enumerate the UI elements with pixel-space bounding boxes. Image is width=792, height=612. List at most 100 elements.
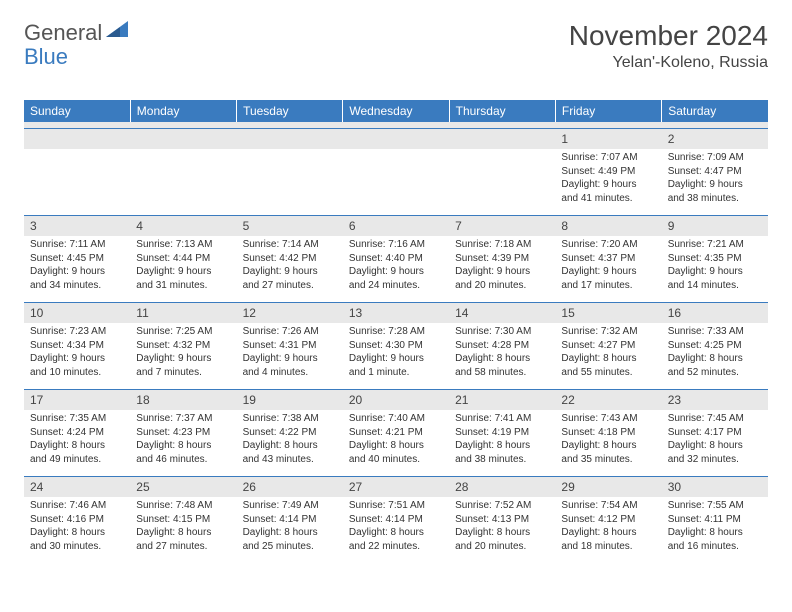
sunset-text: Sunset: 4:44 PM <box>136 252 230 266</box>
daylight-text: Daylight: 8 hours and 32 minutes. <box>668 439 762 466</box>
daylight-text: Daylight: 9 hours and 14 minutes. <box>668 265 762 292</box>
logo-triangle-icon <box>106 21 128 42</box>
sunrise-text: Sunrise: 7:33 AM <box>668 325 762 339</box>
sunset-text: Sunset: 4:35 PM <box>668 252 762 266</box>
day-number: 15 <box>555 303 661 323</box>
sunset-text: Sunset: 4:16 PM <box>30 513 124 527</box>
day-number: 29 <box>555 477 661 497</box>
sunset-text: Sunset: 4:17 PM <box>668 426 762 440</box>
sunrise-text: Sunrise: 7:49 AM <box>243 499 337 513</box>
sunset-text: Sunset: 4:37 PM <box>561 252 655 266</box>
day-number: 20 <box>343 390 449 410</box>
calendar-day-cell: 8Sunrise: 7:20 AMSunset: 4:37 PMDaylight… <box>555 216 661 303</box>
day-header: Wednesday <box>343 100 449 122</box>
day-number: 24 <box>24 477 130 497</box>
sunrise-text: Sunrise: 7:18 AM <box>455 238 549 252</box>
day-number: 6 <box>343 216 449 236</box>
day-number: 3 <box>24 216 130 236</box>
daylight-text: Daylight: 9 hours and 7 minutes. <box>136 352 230 379</box>
calendar-day-cell: 29Sunrise: 7:54 AMSunset: 4:12 PMDayligh… <box>555 477 661 564</box>
day-number: 22 <box>555 390 661 410</box>
calendar-day-cell: 15 Sunrise: 7:32 AMSunset: 4:27 PMDayligh… <box>555 303 661 390</box>
day-content: Sunrise: 7:28 AMSunset: 4:30 PMDaylight:… <box>343 323 449 381</box>
calendar-day-cell: 17Sunrise: 7:35 AMSunset: 4:24 PMDayligh… <box>24 390 130 477</box>
sunset-text: Sunset: 4:24 PM <box>30 426 124 440</box>
day-content: Sunrise: 7:54 AMSunset: 4:12 PMDaylight:… <box>555 497 661 555</box>
day-number: 10 <box>24 303 130 323</box>
sunrise-text: Sunrise: 7:13 AM <box>136 238 230 252</box>
day-content: Sunrise: 7:18 AMSunset: 4:39 PMDaylight:… <box>449 236 555 294</box>
daylight-text: Daylight: 9 hours and 4 minutes. <box>243 352 337 379</box>
sunrise-text: Sunrise: 7:54 AM <box>561 499 655 513</box>
calendar-day-cell: 19Sunrise: 7:38 AMSunset: 4:22 PMDayligh… <box>237 390 343 477</box>
sunset-text: Sunset: 4:15 PM <box>136 513 230 527</box>
sunset-text: Sunset: 4:32 PM <box>136 339 230 353</box>
calendar-day-cell: 11Sunrise: 7:25 AMSunset: 4:32 PMDayligh… <box>130 303 236 390</box>
calendar-week-row: 3Sunrise: 7:11 AMSunset: 4:45 PMDaylight… <box>24 216 768 303</box>
day-number: 26 <box>237 477 343 497</box>
day-number: 21 <box>449 390 555 410</box>
day-number <box>343 129 449 149</box>
day-number: 23 <box>662 390 768 410</box>
day-number <box>130 129 236 149</box>
sunrise-text: Sunrise: 7:14 AM <box>243 238 337 252</box>
sunrise-text: Sunrise: 7:40 AM <box>349 412 443 426</box>
calendar-week-row: 10Sunrise: 7:23 AMSunset: 4:34 PMDayligh… <box>24 303 768 390</box>
sunrise-text: Sunrise: 7:52 AM <box>455 499 549 513</box>
sunrise-text: Sunrise: 7:55 AM <box>668 499 762 513</box>
sunrise-text: Sunrise: 7:35 AM <box>30 412 124 426</box>
sunrise-text: Sunrise: 7:26 AM <box>243 325 337 339</box>
sunset-text: Sunset: 4:22 PM <box>243 426 337 440</box>
calendar-day-cell: 22Sunrise: 7:43 AMSunset: 4:18 PMDayligh… <box>555 390 661 477</box>
daylight-text: Daylight: 8 hours and 55 minutes. <box>561 352 655 379</box>
calendar-table: Sunday Monday Tuesday Wednesday Thursday… <box>24 100 768 563</box>
day-number: 27 <box>343 477 449 497</box>
sunrise-text: Sunrise: 7:07 AM <box>561 151 655 165</box>
calendar-day-cell: 18Sunrise: 7:37 AMSunset: 4:23 PMDayligh… <box>130 390 236 477</box>
day-number: 4 <box>130 216 236 236</box>
day-content: Sunrise: 7:49 AMSunset: 4:14 PMDaylight:… <box>237 497 343 555</box>
calendar-week-row: 24Sunrise: 7:46 AMSunset: 4:16 PMDayligh… <box>24 477 768 564</box>
logo-text-blue: Blue <box>24 44 68 69</box>
calendar-day-cell: 26Sunrise: 7:49 AMSunset: 4:14 PMDayligh… <box>237 477 343 564</box>
calendar-day-cell: 9Sunrise: 7:21 AMSunset: 4:35 PMDaylight… <box>662 216 768 303</box>
day-header: Sunday <box>24 100 130 122</box>
day-number: 5 <box>237 216 343 236</box>
sunrise-text: Sunrise: 7:51 AM <box>349 499 443 513</box>
day-number: 30 <box>662 477 768 497</box>
sunrise-text: Sunrise: 7:32 AM <box>561 325 655 339</box>
daylight-text: Daylight: 9 hours and 10 minutes. <box>30 352 124 379</box>
sunset-text: Sunset: 4:13 PM <box>455 513 549 527</box>
day-content: Sunrise: 7:43 AMSunset: 4:18 PMDaylight:… <box>555 410 661 468</box>
day-number: 14 <box>449 303 555 323</box>
sunset-text: Sunset: 4:27 PM <box>561 339 655 353</box>
sunset-text: Sunset: 4:45 PM <box>30 252 124 266</box>
calendar-day-cell: 2Sunrise: 7:09 AMSunset: 4:47 PMDaylight… <box>662 129 768 216</box>
day-content: Sunrise: 7:23 AMSunset: 4:34 PMDaylight:… <box>24 323 130 381</box>
sunset-text: Sunset: 4:11 PM <box>668 513 762 527</box>
sunset-text: Sunset: 4:28 PM <box>455 339 549 353</box>
calendar-day-cell: 10Sunrise: 7:23 AMSunset: 4:34 PMDayligh… <box>24 303 130 390</box>
day-content: Sunrise: 7:52 AMSunset: 4:13 PMDaylight:… <box>449 497 555 555</box>
calendar-day-cell: 3Sunrise: 7:11 AMSunset: 4:45 PMDaylight… <box>24 216 130 303</box>
day-content: Sunrise: 7:07 AMSunset: 4:49 PMDaylight:… <box>555 149 661 207</box>
calendar-day-cell: 1Sunrise: 7:07 AMSunset: 4:49 PMDaylight… <box>555 129 661 216</box>
daylight-text: Daylight: 8 hours and 16 minutes. <box>668 526 762 553</box>
calendar-day-cell: 7Sunrise: 7:18 AMSunset: 4:39 PMDaylight… <box>449 216 555 303</box>
sunset-text: Sunset: 4:47 PM <box>668 165 762 179</box>
daylight-text: Daylight: 9 hours and 20 minutes. <box>455 265 549 292</box>
sunset-text: Sunset: 4:23 PM <box>136 426 230 440</box>
sunrise-text: Sunrise: 7:30 AM <box>455 325 549 339</box>
day-content: Sunrise: 7:38 AMSunset: 4:22 PMDaylight:… <box>237 410 343 468</box>
daylight-text: Daylight: 8 hours and 46 minutes. <box>136 439 230 466</box>
daylight-text: Daylight: 8 hours and 49 minutes. <box>30 439 124 466</box>
daylight-text: Daylight: 9 hours and 17 minutes. <box>561 265 655 292</box>
calendar-day-cell: 25Sunrise: 7:48 AMSunset: 4:15 PMDayligh… <box>130 477 236 564</box>
header: General November 2024 Yelan'-Koleno, Rus… <box>24 20 768 72</box>
day-content: Sunrise: 7:25 AMSunset: 4:32 PMDaylight:… <box>130 323 236 381</box>
calendar-day-cell: 13Sunrise: 7:28 AMSunset: 4:30 PMDayligh… <box>343 303 449 390</box>
sunrise-text: Sunrise: 7:21 AM <box>668 238 762 252</box>
daylight-text: Daylight: 8 hours and 25 minutes. <box>243 526 337 553</box>
day-number: 25 <box>130 477 236 497</box>
day-number: 11 <box>130 303 236 323</box>
